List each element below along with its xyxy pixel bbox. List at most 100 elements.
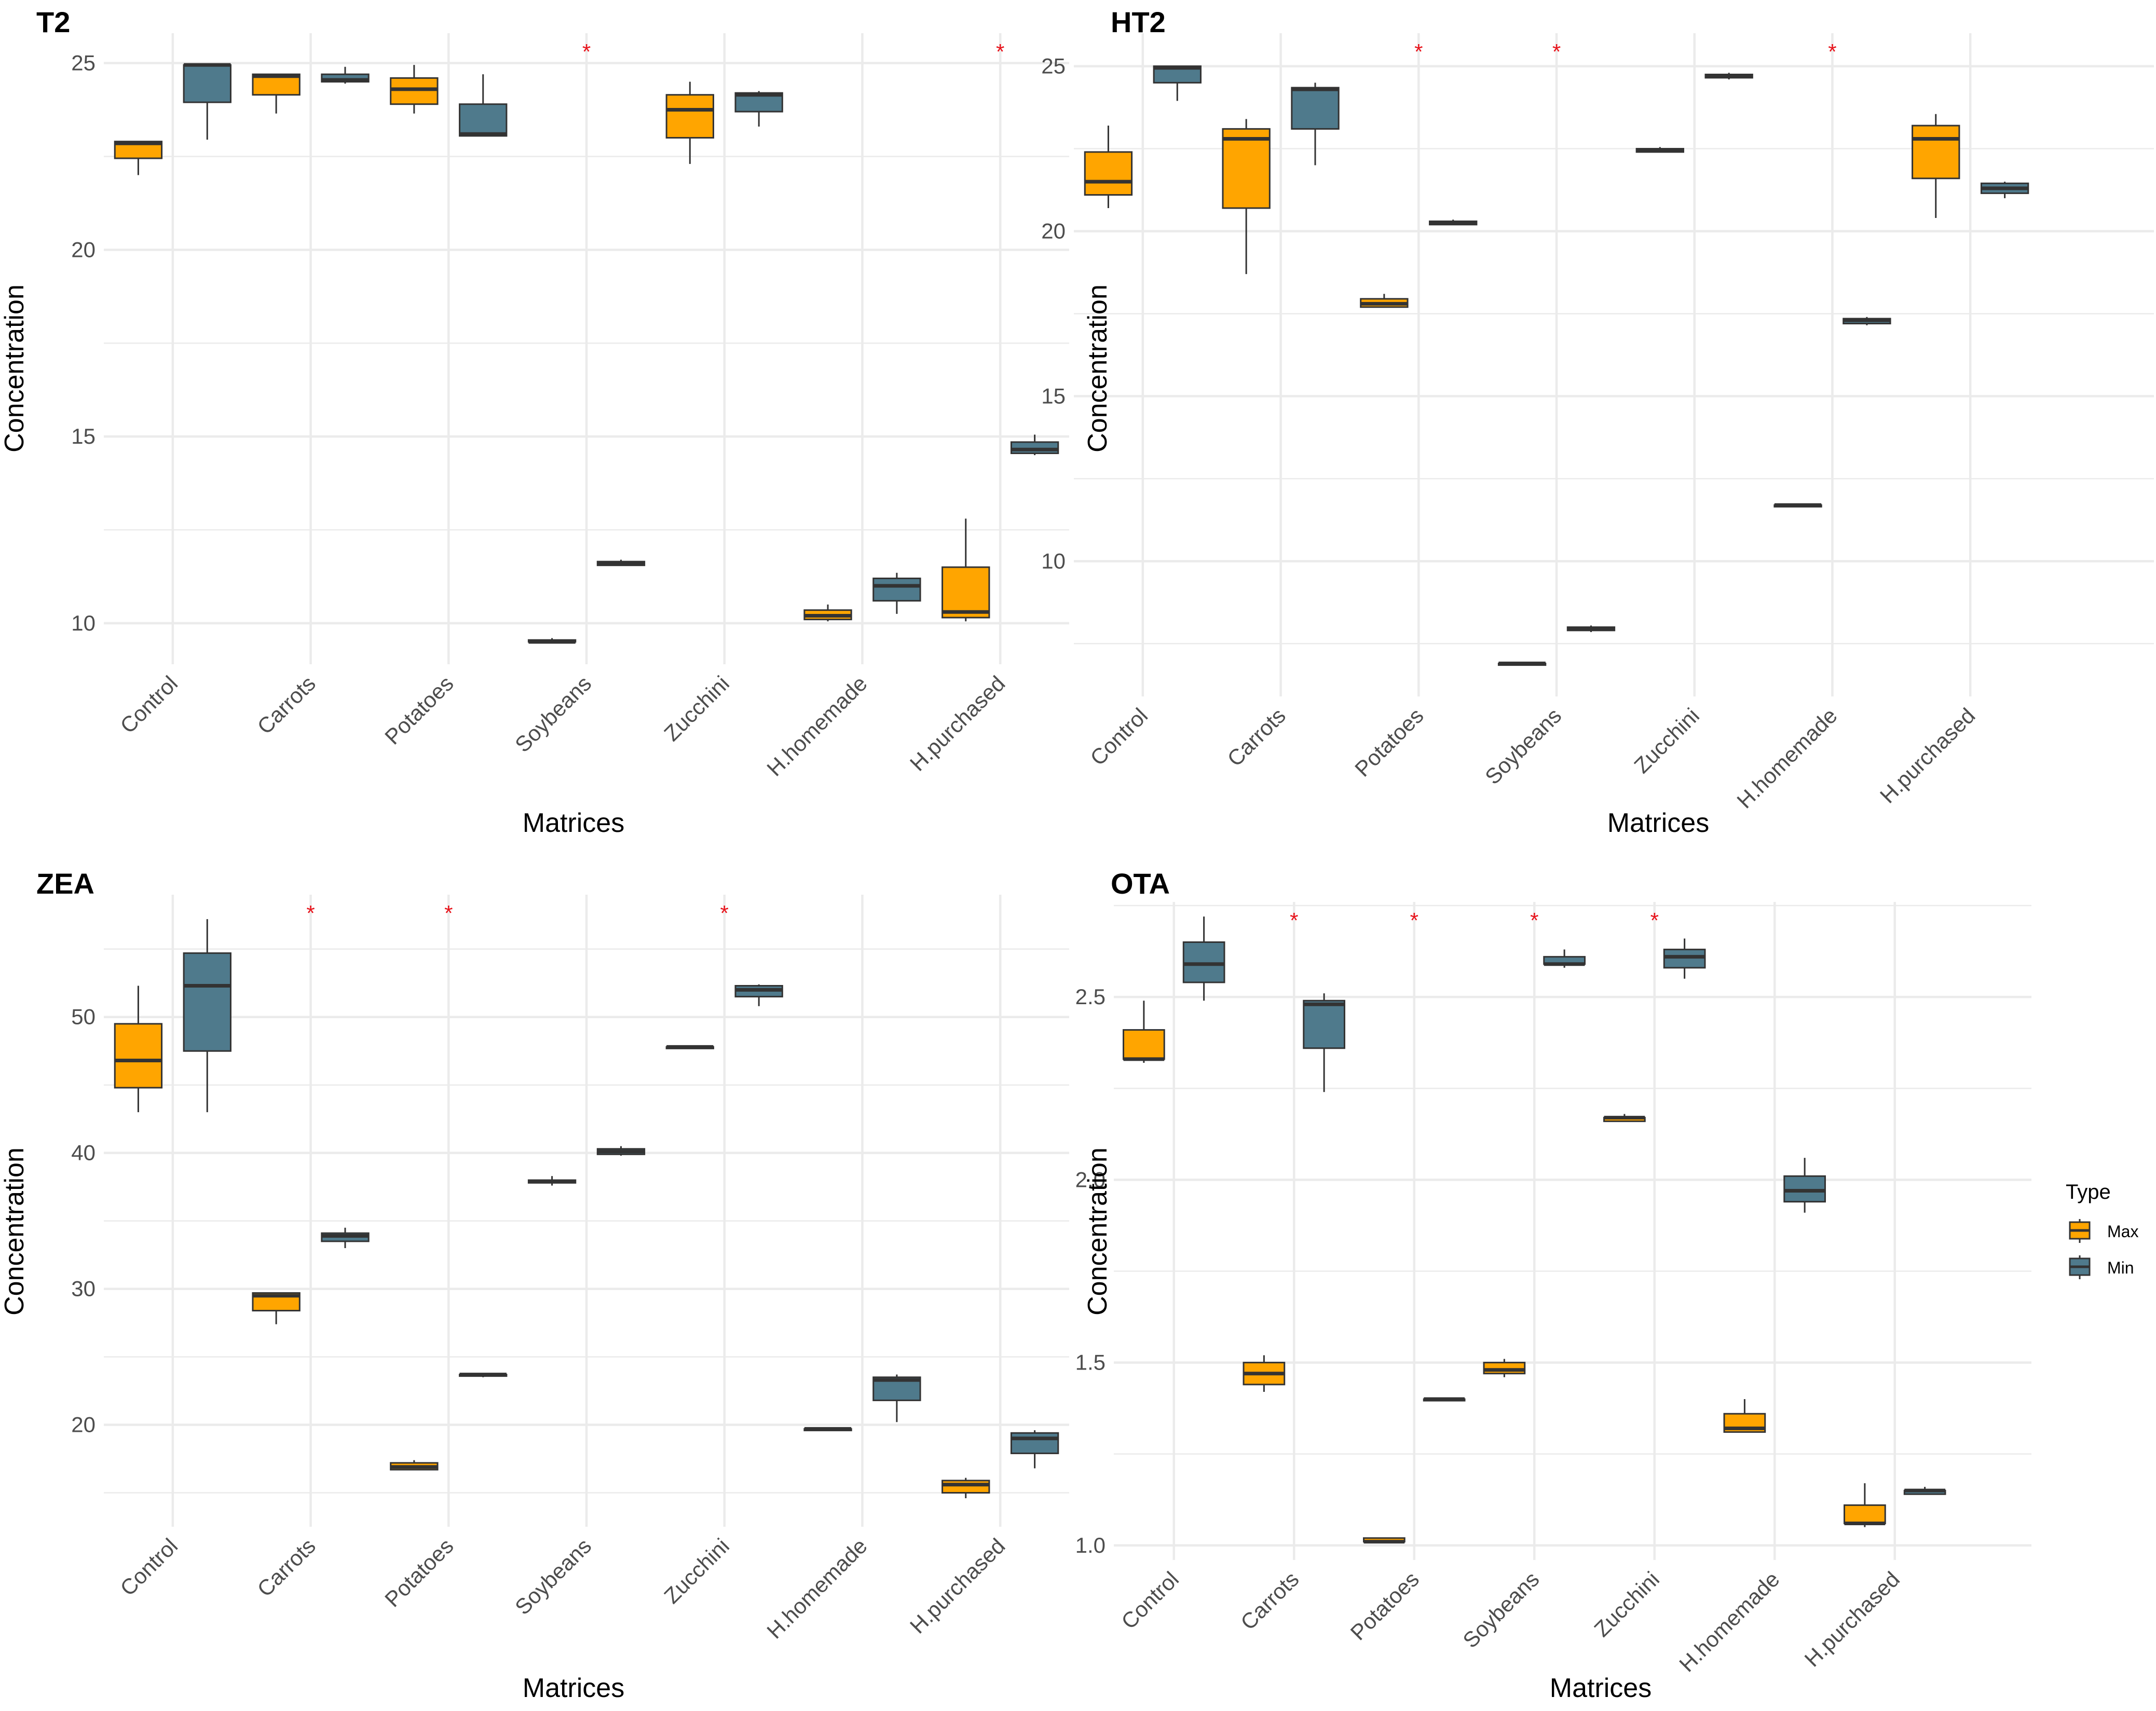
y-tick-label: 20: [71, 237, 95, 262]
box-min-potatoes: [459, 74, 508, 137]
significance-star: *: [1650, 908, 1659, 933]
box-min-control: [183, 63, 231, 140]
box-max-zucchini: [1635, 147, 1684, 153]
panel-zea: 20 30 40 50 * * * Control Carrots Potatoes Soybean…: [0, 867, 1069, 1703]
box-max-zucchini: [1603, 1114, 1646, 1123]
panel-ota: 1.0 1.5 2.0 2.5 * * * * Control Carrots Potatoes So…: [1075, 867, 2031, 1703]
x-tick-label: H.purchased: [905, 1534, 1010, 1638]
box-max-soybeans: [527, 1176, 577, 1186]
legend-label-max: Max: [2107, 1222, 2138, 1241]
box-max-control: [114, 141, 163, 175]
significance-star: *: [444, 901, 453, 925]
y-tick-label: 2.0: [1075, 1167, 1106, 1192]
box-body: [183, 64, 231, 103]
box-min-zucchini: [1663, 938, 1706, 979]
x-tick-label: Carrots: [1222, 703, 1290, 771]
x-tick-label: Potatoes: [380, 671, 458, 749]
significance-star: *: [1828, 39, 1836, 64]
y-tick-label: 15: [71, 424, 95, 448]
box-min-h.purchased: [1010, 1430, 1059, 1469]
x-tick-label: Zucchini: [659, 1534, 734, 1608]
box-max-carrots: [1222, 119, 1271, 275]
box-min-carrots: [321, 1227, 370, 1249]
x-tick-label: Carrots: [252, 1534, 320, 1602]
y-tick-label: 40: [71, 1141, 95, 1165]
box-body: [941, 1480, 990, 1494]
panel-ht2: 10 15 20 25 * * * Control Carrots Potatoes Soybean…: [1041, 6, 2154, 838]
y-tick-label: 1.5: [1075, 1350, 1106, 1375]
box-max-h.purchased: [941, 518, 990, 622]
y-tick-label: 1.0: [1075, 1533, 1106, 1557]
significance-star: *: [1552, 39, 1561, 64]
box-body: [1222, 128, 1271, 209]
box-body: [1084, 151, 1133, 196]
box-min-carrots: [1303, 993, 1345, 1092]
box-max-soybeans: [1497, 661, 1547, 666]
box-min-h.purchased: [1980, 182, 2029, 198]
box-min-potatoes: [1423, 1397, 1466, 1402]
x-tick-label: Control: [115, 671, 182, 738]
box-max-h.homemade: [1773, 503, 1822, 508]
x-axis-label: Matrices: [523, 808, 624, 838]
significance-star: *: [582, 39, 591, 64]
box-max-h.homemade: [1723, 1399, 1766, 1433]
box-min-zucchini: [1704, 73, 1753, 80]
y-tick-label: 15: [1041, 384, 1066, 408]
significance-star: *: [996, 39, 1004, 64]
box-max-h.purchased: [1844, 1483, 1886, 1527]
box-min-potatoes: [1429, 220, 1478, 226]
significance-star: *: [306, 901, 315, 925]
legend-label-min: Min: [2107, 1258, 2134, 1277]
x-tick-label: Zucchini: [1629, 703, 1704, 778]
y-tick-label: 10: [1041, 549, 1066, 573]
legend: Type Max Min: [2066, 1181, 2138, 1279]
box-max-h.homemade: [803, 1427, 852, 1431]
x-axis-label: Matrices: [1607, 808, 1709, 838]
y-tick-label: 20: [71, 1413, 95, 1437]
box-min-soybeans: [1566, 625, 1616, 633]
significance-star: *: [1290, 908, 1298, 933]
legend-title: Type: [2066, 1181, 2111, 1203]
box-body: [390, 77, 439, 105]
y-tick-label: 10: [71, 611, 95, 635]
x-tick-label: H.homemade: [1732, 703, 1842, 813]
box-min-h.homemade: [1783, 1158, 1826, 1213]
box-max-soybeans: [527, 638, 577, 644]
box-body: [1123, 1029, 1165, 1060]
box-min-control: [1182, 916, 1225, 1001]
box-body: [1783, 1175, 1826, 1203]
box-min-soybeans: [1543, 949, 1586, 968]
x-tick-label: H.purchased: [905, 671, 1010, 776]
x-tick-label: Soybeans: [1458, 1567, 1544, 1652]
y-tick-label: 30: [71, 1277, 95, 1301]
box-min-zucchini: [734, 91, 783, 127]
significance-star: *: [1530, 908, 1538, 933]
x-tick-label: Potatoes: [1346, 1567, 1424, 1645]
box-body: [872, 578, 921, 602]
x-tick-label: Soybeans: [1480, 703, 1566, 789]
box-body: [1291, 87, 1340, 130]
box-min-zucchini: [734, 984, 783, 1006]
box-body: [1010, 1432, 1059, 1455]
significance-star: *: [1410, 908, 1418, 933]
x-tick-label: Zucchini: [659, 671, 734, 746]
x-tick-label: Carrots: [1236, 1567, 1304, 1635]
box-min-carrots: [321, 66, 370, 84]
box-max-carrots: [1243, 1355, 1286, 1392]
box-body: [114, 1023, 163, 1089]
box-max-h.purchased: [1912, 114, 1960, 218]
box-max-potatoes: [1363, 1537, 1406, 1544]
box-body: [1010, 441, 1059, 454]
box-max-potatoes: [390, 65, 439, 114]
box-max-soybeans: [1483, 1359, 1526, 1377]
x-tick-label: Potatoes: [380, 1534, 458, 1611]
box-max-potatoes: [390, 1460, 439, 1471]
x-tick-label: Zucchini: [1589, 1567, 1664, 1641]
box-body: [1483, 1362, 1526, 1375]
box-min-control: [183, 919, 231, 1113]
significance-star: *: [720, 901, 729, 925]
x-tick-label: Soybeans: [510, 671, 596, 757]
x-tick-label: H.purchased: [1799, 1567, 1904, 1672]
box-max-control: [1123, 1001, 1165, 1063]
box-min-soybeans: [596, 559, 646, 566]
